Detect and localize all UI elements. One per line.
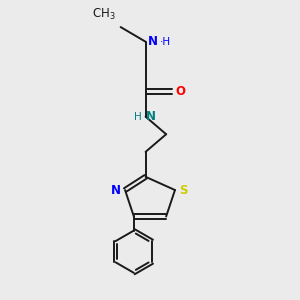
- Text: S: S: [179, 184, 187, 196]
- Text: N: N: [111, 184, 121, 196]
- Text: O: O: [176, 85, 186, 98]
- Text: H: H: [134, 112, 142, 122]
- Text: ·H: ·H: [160, 37, 171, 47]
- Text: N: N: [148, 35, 158, 48]
- Text: N: N: [146, 110, 156, 123]
- Text: CH$_3$: CH$_3$: [92, 7, 115, 22]
